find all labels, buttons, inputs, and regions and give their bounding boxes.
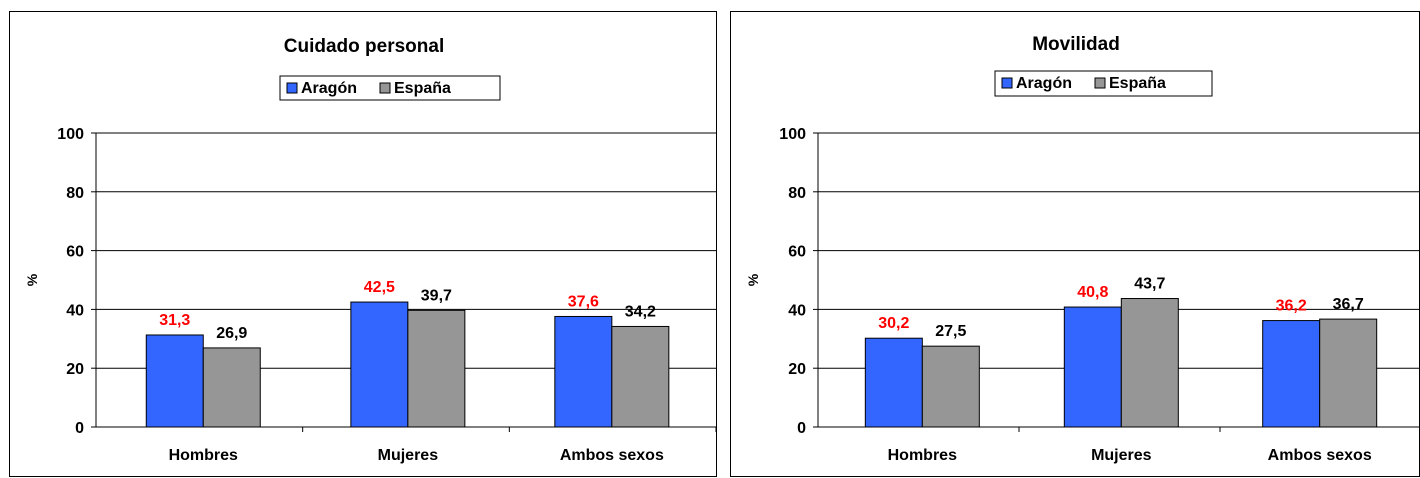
legend-swatch-1 (379, 82, 391, 94)
legend-swatch-1 (1094, 77, 1106, 89)
bar-aragon (864, 337, 923, 428)
legend-swatch-0 (1001, 77, 1013, 89)
legend-label-1: España (394, 80, 451, 97)
legend-label-1: España (1109, 75, 1166, 92)
y-tick-label: 40 (66, 302, 84, 319)
bar-aragon (1063, 306, 1122, 428)
legend-label-0: Aragón (301, 80, 357, 97)
chart-panel-movilidad: Movilidad Aragón España 0 20 40 60 80 100% Hombre… (730, 11, 1420, 477)
y-tick-label: 60 (66, 244, 84, 261)
y-tick-label: 100 (57, 126, 84, 143)
y-tick-label: 40 (788, 302, 806, 319)
data-label: 43,7 (1134, 276, 1165, 293)
x-tick-label: Hombres (888, 447, 957, 464)
bar-espana (921, 345, 980, 428)
bar-aragon (145, 334, 204, 428)
x-tick-label: Ambos sexos (1268, 447, 1372, 464)
y-tick-label: 80 (788, 185, 806, 202)
y-tick-label: 60 (788, 244, 806, 261)
chart-title: Cuidado personal (284, 36, 444, 57)
y-tick-label: 80 (66, 185, 84, 202)
x-tick-label: Ambos sexos (560, 447, 664, 464)
data-label: 27,5 (935, 323, 966, 340)
chart-cuidado-personal: Cuidado personal Aragón España 0 20 40 60 80 100… (24, 36, 717, 464)
y-tick-label: 0 (797, 420, 806, 437)
bar-espana (407, 309, 466, 428)
y-axis-label: % (745, 273, 761, 286)
legend-swatch-0 (286, 82, 298, 94)
data-label: 26,9 (216, 325, 247, 342)
bar-espana (202, 347, 261, 428)
data-label: 37,6 (568, 293, 599, 310)
legend-label-0: Aragón (1016, 75, 1072, 92)
data-label: 31,3 (159, 312, 190, 329)
data-label: 40,8 (1077, 284, 1108, 301)
chart-movilidad: Movilidad Aragón España 0 20 40 60 80 100% Hombre… (745, 34, 1420, 464)
chart-panel-cuidado-personal: Cuidado personal Aragón España 0 20 40 60 80 100… (9, 11, 717, 477)
bar-aragon (350, 301, 409, 428)
y-axis-label: % (24, 273, 40, 286)
data-label: 42,5 (364, 279, 395, 296)
y-tick-label: 20 (66, 361, 84, 378)
x-tick-label: Mujeres (1091, 447, 1152, 464)
data-label: 39,7 (421, 287, 452, 304)
bar-espana (611, 325, 670, 428)
bar-aragon (554, 315, 613, 428)
data-label: 34,2 (625, 303, 656, 320)
x-tick-label: Hombres (169, 447, 238, 464)
data-label: 30,2 (878, 315, 909, 332)
bar-espana (1319, 318, 1378, 428)
y-tick-label: 20 (788, 361, 806, 378)
bar-aragon (1262, 320, 1321, 428)
y-tick-label: 100 (779, 126, 806, 143)
data-label: 36,7 (1333, 296, 1364, 313)
y-tick-label: 0 (75, 420, 84, 437)
x-tick-label: Mujeres (378, 447, 439, 464)
chart-title: Movilidad (1032, 34, 1120, 55)
data-label: 36,2 (1276, 298, 1307, 315)
bar-espana (1120, 298, 1179, 428)
